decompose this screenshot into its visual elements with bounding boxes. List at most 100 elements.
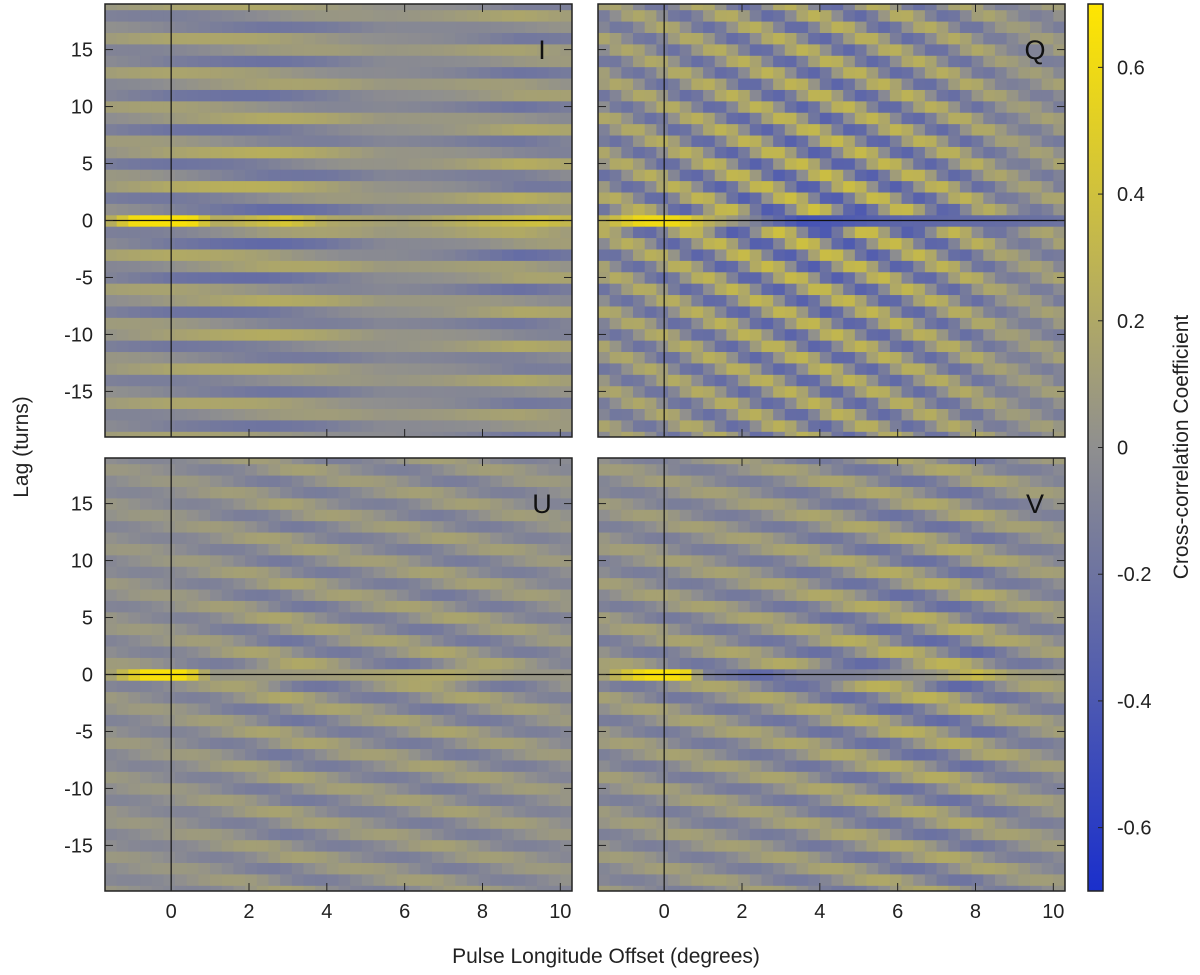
heatmap-cell	[621, 431, 634, 437]
heatmap-cell	[679, 260, 692, 273]
heatmap-cell	[466, 66, 480, 79]
heatmap-cell	[866, 135, 879, 147]
heatmap-cell	[431, 78, 445, 90]
heatmap-cell	[420, 271, 433, 284]
heatmap-cell	[773, 112, 786, 125]
heatmap-cell	[198, 237, 211, 250]
heatmap-cell	[525, 260, 538, 273]
heatmap-cell	[621, 180, 634, 193]
heatmap-cell	[866, 351, 879, 364]
heatmap-cell	[548, 55, 561, 68]
heatmap-cell	[831, 9, 844, 22]
heatmap-cell	[513, 759, 526, 772]
heatmap-cell	[948, 89, 961, 102]
heatmap-cell	[443, 589, 456, 601]
heatmap-cell	[536, 226, 550, 239]
heatmap-cell	[490, 9, 503, 22]
heatmap-cell	[233, 408, 246, 421]
heatmap-cell	[513, 873, 526, 886]
heatmap-cell	[245, 203, 258, 216]
heatmap-cell	[245, 657, 258, 670]
heatmap-cell	[268, 283, 281, 296]
heatmap-cell	[408, 169, 421, 182]
heatmap-cell	[443, 566, 456, 579]
heatmap-cell	[303, 397, 316, 410]
heatmap-cell	[761, 283, 774, 296]
heatmap-cell	[633, 283, 646, 296]
heatmap-cell	[408, 589, 421, 601]
heatmap-cell	[198, 362, 211, 375]
heatmap-cell	[163, 78, 176, 90]
heatmap-cell	[140, 78, 153, 90]
heatmap-cell	[303, 771, 316, 784]
heatmap-cell	[431, 634, 445, 647]
heatmap-cell	[198, 248, 211, 261]
heatmap-cell	[478, 135, 491, 147]
heatmap-cell	[959, 397, 973, 410]
heatmap-cell	[408, 873, 421, 886]
heatmap-cell	[128, 623, 141, 636]
heatmap-cell	[668, 374, 681, 387]
heatmap-cell	[691, 21, 704, 33]
heatmap-cell	[455, 112, 468, 125]
heatmap-cell	[431, 9, 445, 22]
heatmap-cell	[971, 328, 984, 341]
heatmap-cell	[350, 691, 363, 704]
heatmap-cell	[245, 759, 258, 772]
heatmap-cell	[431, 475, 445, 487]
heatmap-cell	[385, 248, 398, 261]
heatmap-cell	[913, 32, 926, 45]
heatmap-cell	[186, 89, 199, 102]
heatmap-cell	[128, 192, 141, 204]
heatmap-cell	[116, 78, 129, 90]
heatmap-cell	[525, 66, 538, 79]
heatmap-cell	[501, 577, 515, 590]
heatmap-cell	[186, 21, 199, 33]
heatmap-cell	[609, 203, 622, 216]
heatmap-cell	[221, 385, 234, 398]
heatmap-cell	[116, 431, 129, 437]
heatmap-cell	[291, 192, 304, 204]
heatmap-cell	[385, 737, 398, 750]
heatmap-cell	[268, 66, 281, 79]
heatmap-cell	[128, 408, 141, 421]
heatmap-cell	[901, 9, 914, 22]
heatmap-cell	[784, 431, 797, 437]
heatmap-cell	[843, 100, 856, 113]
heatmap-cell	[373, 362, 386, 375]
heatmap-cell	[373, 873, 386, 886]
heatmap-cell	[163, 203, 176, 216]
heatmap-cell	[210, 248, 223, 261]
heatmap-cell	[268, 646, 281, 658]
heatmap-cell	[644, 317, 657, 330]
heatmap-cell	[455, 737, 468, 750]
heatmap-cell	[186, 623, 199, 636]
heatmap-cell	[784, 55, 797, 68]
heatmap-cell	[280, 419, 293, 432]
heatmap-cell	[1029, 55, 1043, 68]
heatmap-cell	[738, 385, 751, 398]
heatmap-cell	[326, 680, 339, 693]
heatmap-cell	[621, 260, 634, 273]
heatmap-cell	[1041, 431, 1054, 437]
heatmap-cell	[361, 271, 375, 284]
heatmap-cell	[796, 135, 809, 147]
heatmap-cell	[773, 271, 786, 284]
heatmap-cell	[536, 714, 550, 727]
heatmap-cell	[501, 43, 515, 56]
heatmap-cell	[761, 89, 774, 102]
heatmap-cell	[478, 55, 491, 68]
heatmap-cell	[1018, 169, 1031, 182]
heatmap-cell	[656, 374, 669, 387]
heatmap-cell	[396, 589, 410, 601]
heatmap-cell	[738, 203, 751, 216]
heatmap-cell	[140, 816, 153, 829]
heatmap-cell	[761, 260, 774, 273]
heatmap-cell	[819, 408, 832, 421]
y-tick-label: 5	[82, 608, 93, 630]
heatmap-cell	[924, 351, 938, 364]
heatmap-cell	[396, 475, 410, 487]
heatmap-cell	[128, 520, 141, 533]
heatmap-cell	[525, 157, 538, 170]
heatmap-cell	[466, 520, 480, 533]
